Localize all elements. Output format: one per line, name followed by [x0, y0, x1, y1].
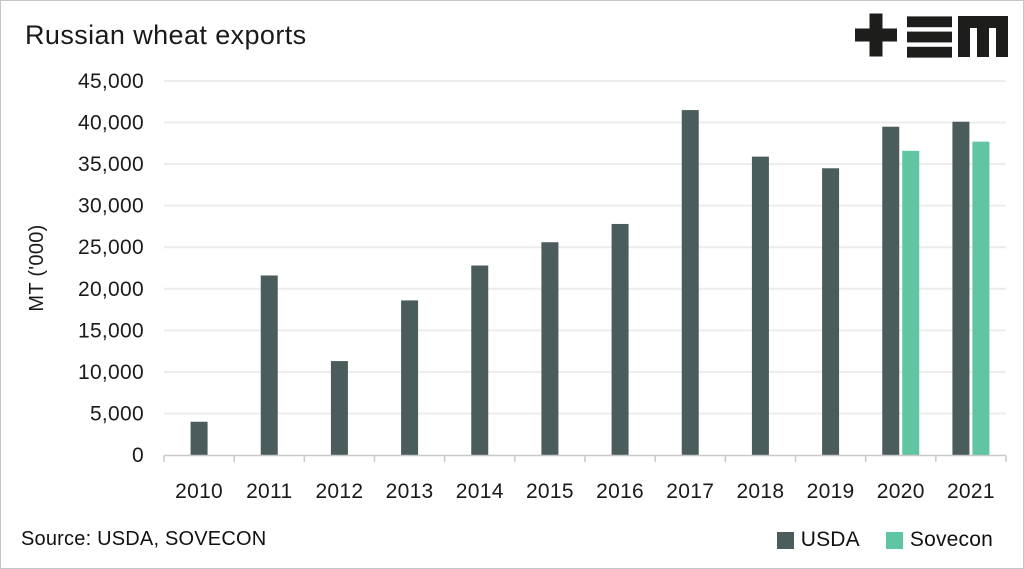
- bar-usda-2012: [330, 361, 348, 455]
- bar-sovecon-2020: [902, 150, 920, 455]
- x-tick-label: 2013: [386, 480, 434, 503]
- y-tick-label: 10,000: [78, 361, 144, 384]
- bar-usda-2015: [541, 242, 559, 455]
- bar-usda-2016: [611, 223, 629, 455]
- m-glyph-icon: [958, 16, 1008, 57]
- plus-icon: [855, 13, 897, 57]
- chart-legend: USDA Sovecon: [776, 528, 993, 552]
- x-tick-label: 2018: [736, 480, 784, 503]
- x-tick-label: 2019: [807, 480, 855, 503]
- bar-usda-2020: [882, 126, 900, 455]
- y-tick-label: 40,000: [78, 112, 144, 135]
- x-tick-label: 2011: [246, 480, 292, 503]
- x-tick-label: 2021: [947, 480, 995, 503]
- x-tick-label: 2017: [666, 480, 714, 503]
- bar-usda-2018: [751, 156, 769, 455]
- bar-usda-2017: [681, 110, 699, 455]
- source-note: Source: USDA, SOVECON: [21, 528, 267, 550]
- three-bars-icon: [907, 16, 952, 58]
- legend-item-usda: USDA: [776, 528, 860, 552]
- legend-label-sovecon: Sovecon: [909, 528, 993, 551]
- bar-usda-2019: [822, 168, 840, 455]
- legend-item-sovecon: Sovecon: [885, 528, 993, 552]
- bar-usda-2013: [401, 300, 419, 455]
- sovecon-swatch: [885, 531, 903, 549]
- x-tick-label: 2010: [175, 480, 223, 503]
- x-tick-label: 2020: [877, 480, 925, 503]
- chart-title: Russian wheat exports: [25, 20, 307, 50]
- y-tick-label: 35,000: [78, 153, 144, 176]
- bar-usda-2011: [260, 275, 278, 455]
- y-tick-label: 0: [132, 444, 144, 467]
- y-axis-title: MT ('000): [26, 224, 48, 311]
- bar-usda-2010: [190, 421, 208, 455]
- x-tick-label: 2012: [315, 480, 363, 503]
- y-tick-label: 20,000: [78, 278, 144, 301]
- y-tick-label: 25,000: [78, 236, 144, 259]
- y-tick-label: 15,000: [78, 319, 144, 342]
- legend-label-usda: USDA: [800, 528, 860, 551]
- bar-sovecon-2021: [972, 141, 990, 455]
- usda-swatch: [776, 531, 794, 549]
- x-tick-label: 2014: [456, 480, 504, 503]
- x-tick-label: 2015: [526, 480, 574, 503]
- y-tick-label: 45,000: [78, 70, 144, 93]
- bar-usda-2014: [471, 265, 489, 455]
- y-tick-label: 5,000: [90, 402, 144, 425]
- brand-logo: [855, 13, 1008, 58]
- bar-usda-2021: [952, 121, 970, 456]
- x-tick-label: 2016: [596, 480, 644, 503]
- y-tick-label: 30,000: [78, 195, 144, 218]
